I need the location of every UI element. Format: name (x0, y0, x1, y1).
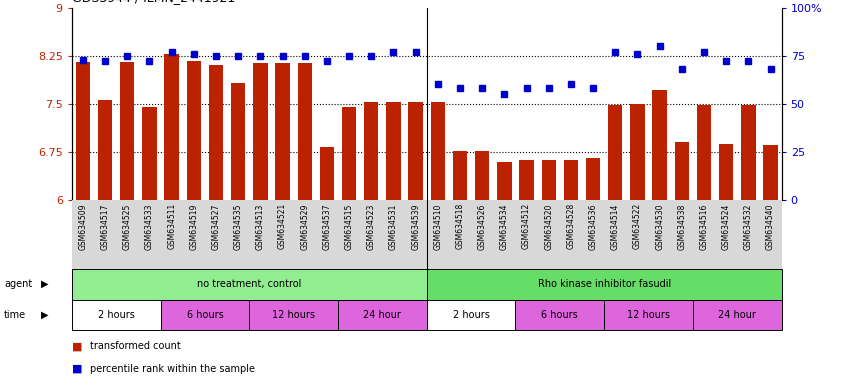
Text: GSM634527: GSM634527 (211, 203, 220, 250)
Text: GSM634522: GSM634522 (632, 203, 641, 249)
Text: GSM634518: GSM634518 (455, 203, 464, 249)
Text: GSM634517: GSM634517 (100, 203, 110, 250)
Text: GSM634528: GSM634528 (565, 203, 575, 249)
Text: GSM634539: GSM634539 (411, 203, 419, 250)
Text: agent: agent (4, 279, 32, 289)
Bar (718, 144, 733, 200)
Bar (603, 300, 692, 330)
Bar (430, 103, 445, 200)
Bar (208, 65, 223, 200)
Text: GSM634516: GSM634516 (699, 203, 707, 250)
Bar (364, 103, 378, 200)
Text: transformed count: transformed count (90, 341, 181, 351)
Text: GSM634510: GSM634510 (433, 203, 441, 250)
Bar (496, 162, 511, 200)
Text: 24 hour: 24 hour (717, 310, 755, 320)
Bar (76, 62, 90, 200)
Bar (338, 300, 426, 330)
Bar (692, 300, 781, 330)
Text: Rho kinase inhibitor fasudil: Rho kinase inhibitor fasudil (537, 279, 670, 289)
Text: GSM634520: GSM634520 (544, 203, 553, 250)
Text: 24 hour: 24 hour (363, 310, 401, 320)
Text: 12 hours: 12 hours (626, 310, 669, 320)
Text: GDS3944 / ILMN_2441921: GDS3944 / ILMN_2441921 (72, 0, 235, 4)
Bar (474, 151, 489, 200)
Text: GSM634534: GSM634534 (500, 203, 508, 250)
Text: 2 hours: 2 hours (98, 310, 134, 320)
Bar (585, 158, 599, 200)
Text: 6 hours: 6 hours (541, 310, 577, 320)
Bar (408, 102, 422, 200)
Text: GSM634531: GSM634531 (388, 203, 398, 250)
Text: GSM634533: GSM634533 (145, 203, 154, 250)
Text: percentile rank within the sample: percentile rank within the sample (90, 364, 255, 374)
Bar (696, 105, 711, 200)
Bar (519, 160, 533, 200)
Bar (72, 300, 160, 330)
Bar (541, 160, 555, 200)
Text: GSM634536: GSM634536 (588, 203, 597, 250)
Bar (762, 145, 776, 200)
Text: GSM634515: GSM634515 (344, 203, 353, 250)
Text: 12 hours: 12 hours (272, 310, 315, 320)
Bar (426, 300, 515, 330)
Text: 2 hours: 2 hours (452, 310, 489, 320)
Bar (652, 89, 666, 200)
Text: GSM634538: GSM634538 (677, 203, 685, 250)
Bar (426, 269, 781, 300)
Text: ■: ■ (72, 341, 82, 351)
Text: GSM634512: GSM634512 (522, 203, 530, 249)
Bar (452, 151, 467, 200)
Bar (275, 63, 289, 200)
Bar (740, 105, 755, 200)
Bar (608, 105, 622, 200)
Text: GSM634530: GSM634530 (654, 203, 663, 250)
Bar (249, 300, 338, 330)
Bar (230, 83, 245, 200)
Text: ■: ■ (72, 364, 82, 374)
Text: GSM634529: GSM634529 (300, 203, 309, 250)
Bar (342, 107, 356, 200)
Bar (319, 147, 333, 200)
Bar (386, 103, 400, 200)
Bar (253, 63, 268, 200)
Text: GSM634537: GSM634537 (322, 203, 331, 250)
Text: no treatment, control: no treatment, control (197, 279, 301, 289)
Text: GSM634513: GSM634513 (256, 203, 264, 250)
Text: GSM634525: GSM634525 (122, 203, 132, 250)
Text: ▶: ▶ (41, 279, 48, 289)
Bar (98, 101, 112, 200)
Text: GSM634509: GSM634509 (78, 203, 87, 250)
Bar (72, 269, 426, 300)
Text: GSM634540: GSM634540 (766, 203, 774, 250)
Text: GSM634526: GSM634526 (477, 203, 486, 250)
Text: GSM634519: GSM634519 (189, 203, 198, 250)
Bar (630, 104, 644, 200)
Text: 6 hours: 6 hours (187, 310, 223, 320)
Text: GSM634521: GSM634521 (278, 203, 287, 249)
Bar (563, 160, 577, 200)
Bar (142, 107, 156, 200)
Text: GSM634535: GSM634535 (234, 203, 242, 250)
Bar (165, 54, 179, 200)
Text: GSM634523: GSM634523 (366, 203, 376, 250)
Text: GSM634532: GSM634532 (743, 203, 752, 250)
Text: GSM634514: GSM634514 (610, 203, 619, 250)
Bar (515, 300, 603, 330)
Text: ▶: ▶ (41, 310, 48, 320)
Text: GSM634511: GSM634511 (167, 203, 176, 249)
Bar (120, 62, 134, 200)
Text: time: time (4, 310, 26, 320)
Bar (187, 61, 201, 200)
Bar (160, 300, 249, 330)
Text: GSM634524: GSM634524 (721, 203, 730, 250)
Bar (674, 142, 688, 200)
Bar (297, 63, 311, 200)
